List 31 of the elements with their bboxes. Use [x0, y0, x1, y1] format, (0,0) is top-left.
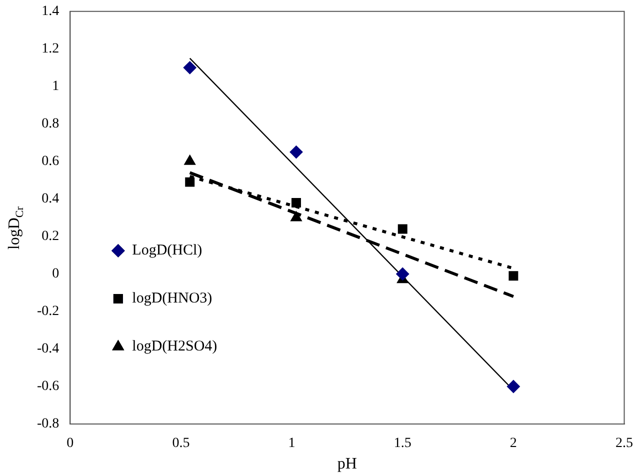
- y-tick-label: 0.6: [42, 154, 60, 170]
- y-tick-label: 0.2: [42, 229, 60, 244]
- y-tick-label: -0.4: [36, 342, 60, 357]
- point: [396, 267, 410, 280]
- x-tick-label: 1.5: [394, 436, 412, 452]
- y-tick-label: 1: [52, 79, 60, 94]
- point: [290, 211, 302, 222]
- y-tick-label: 0.4: [42, 192, 60, 207]
- x-tick-label: 1: [288, 436, 296, 452]
- y-tick-label: -0.6: [36, 379, 60, 394]
- y-tick-label: 1.2: [42, 42, 60, 57]
- point: [398, 224, 408, 234]
- legend-label: LogD(HCl): [132, 242, 202, 259]
- x-tick-label: 2: [510, 436, 517, 452]
- y-tick-label: 0: [52, 266, 60, 282]
- point: [183, 61, 196, 74]
- y-tick-label: -0.8: [36, 416, 60, 432]
- legend-label: logD(H2SO4): [132, 338, 218, 355]
- legend-label: logD(HNO3): [132, 290, 212, 307]
- point: [508, 271, 518, 281]
- x-tick-label: 2.5: [616, 436, 633, 452]
- point: [290, 146, 303, 159]
- x-axis-title: pH: [337, 456, 358, 473]
- point: [291, 198, 301, 208]
- y-tick-label: 0.8: [42, 116, 60, 132]
- x-tick-label: 0: [66, 436, 74, 452]
- point: [185, 177, 195, 187]
- x-tick-label: 0.5: [172, 436, 190, 452]
- point: [506, 380, 520, 393]
- y-tick-label: -0.2: [36, 304, 60, 320]
- y-tick-label: 1.4: [42, 4, 60, 20]
